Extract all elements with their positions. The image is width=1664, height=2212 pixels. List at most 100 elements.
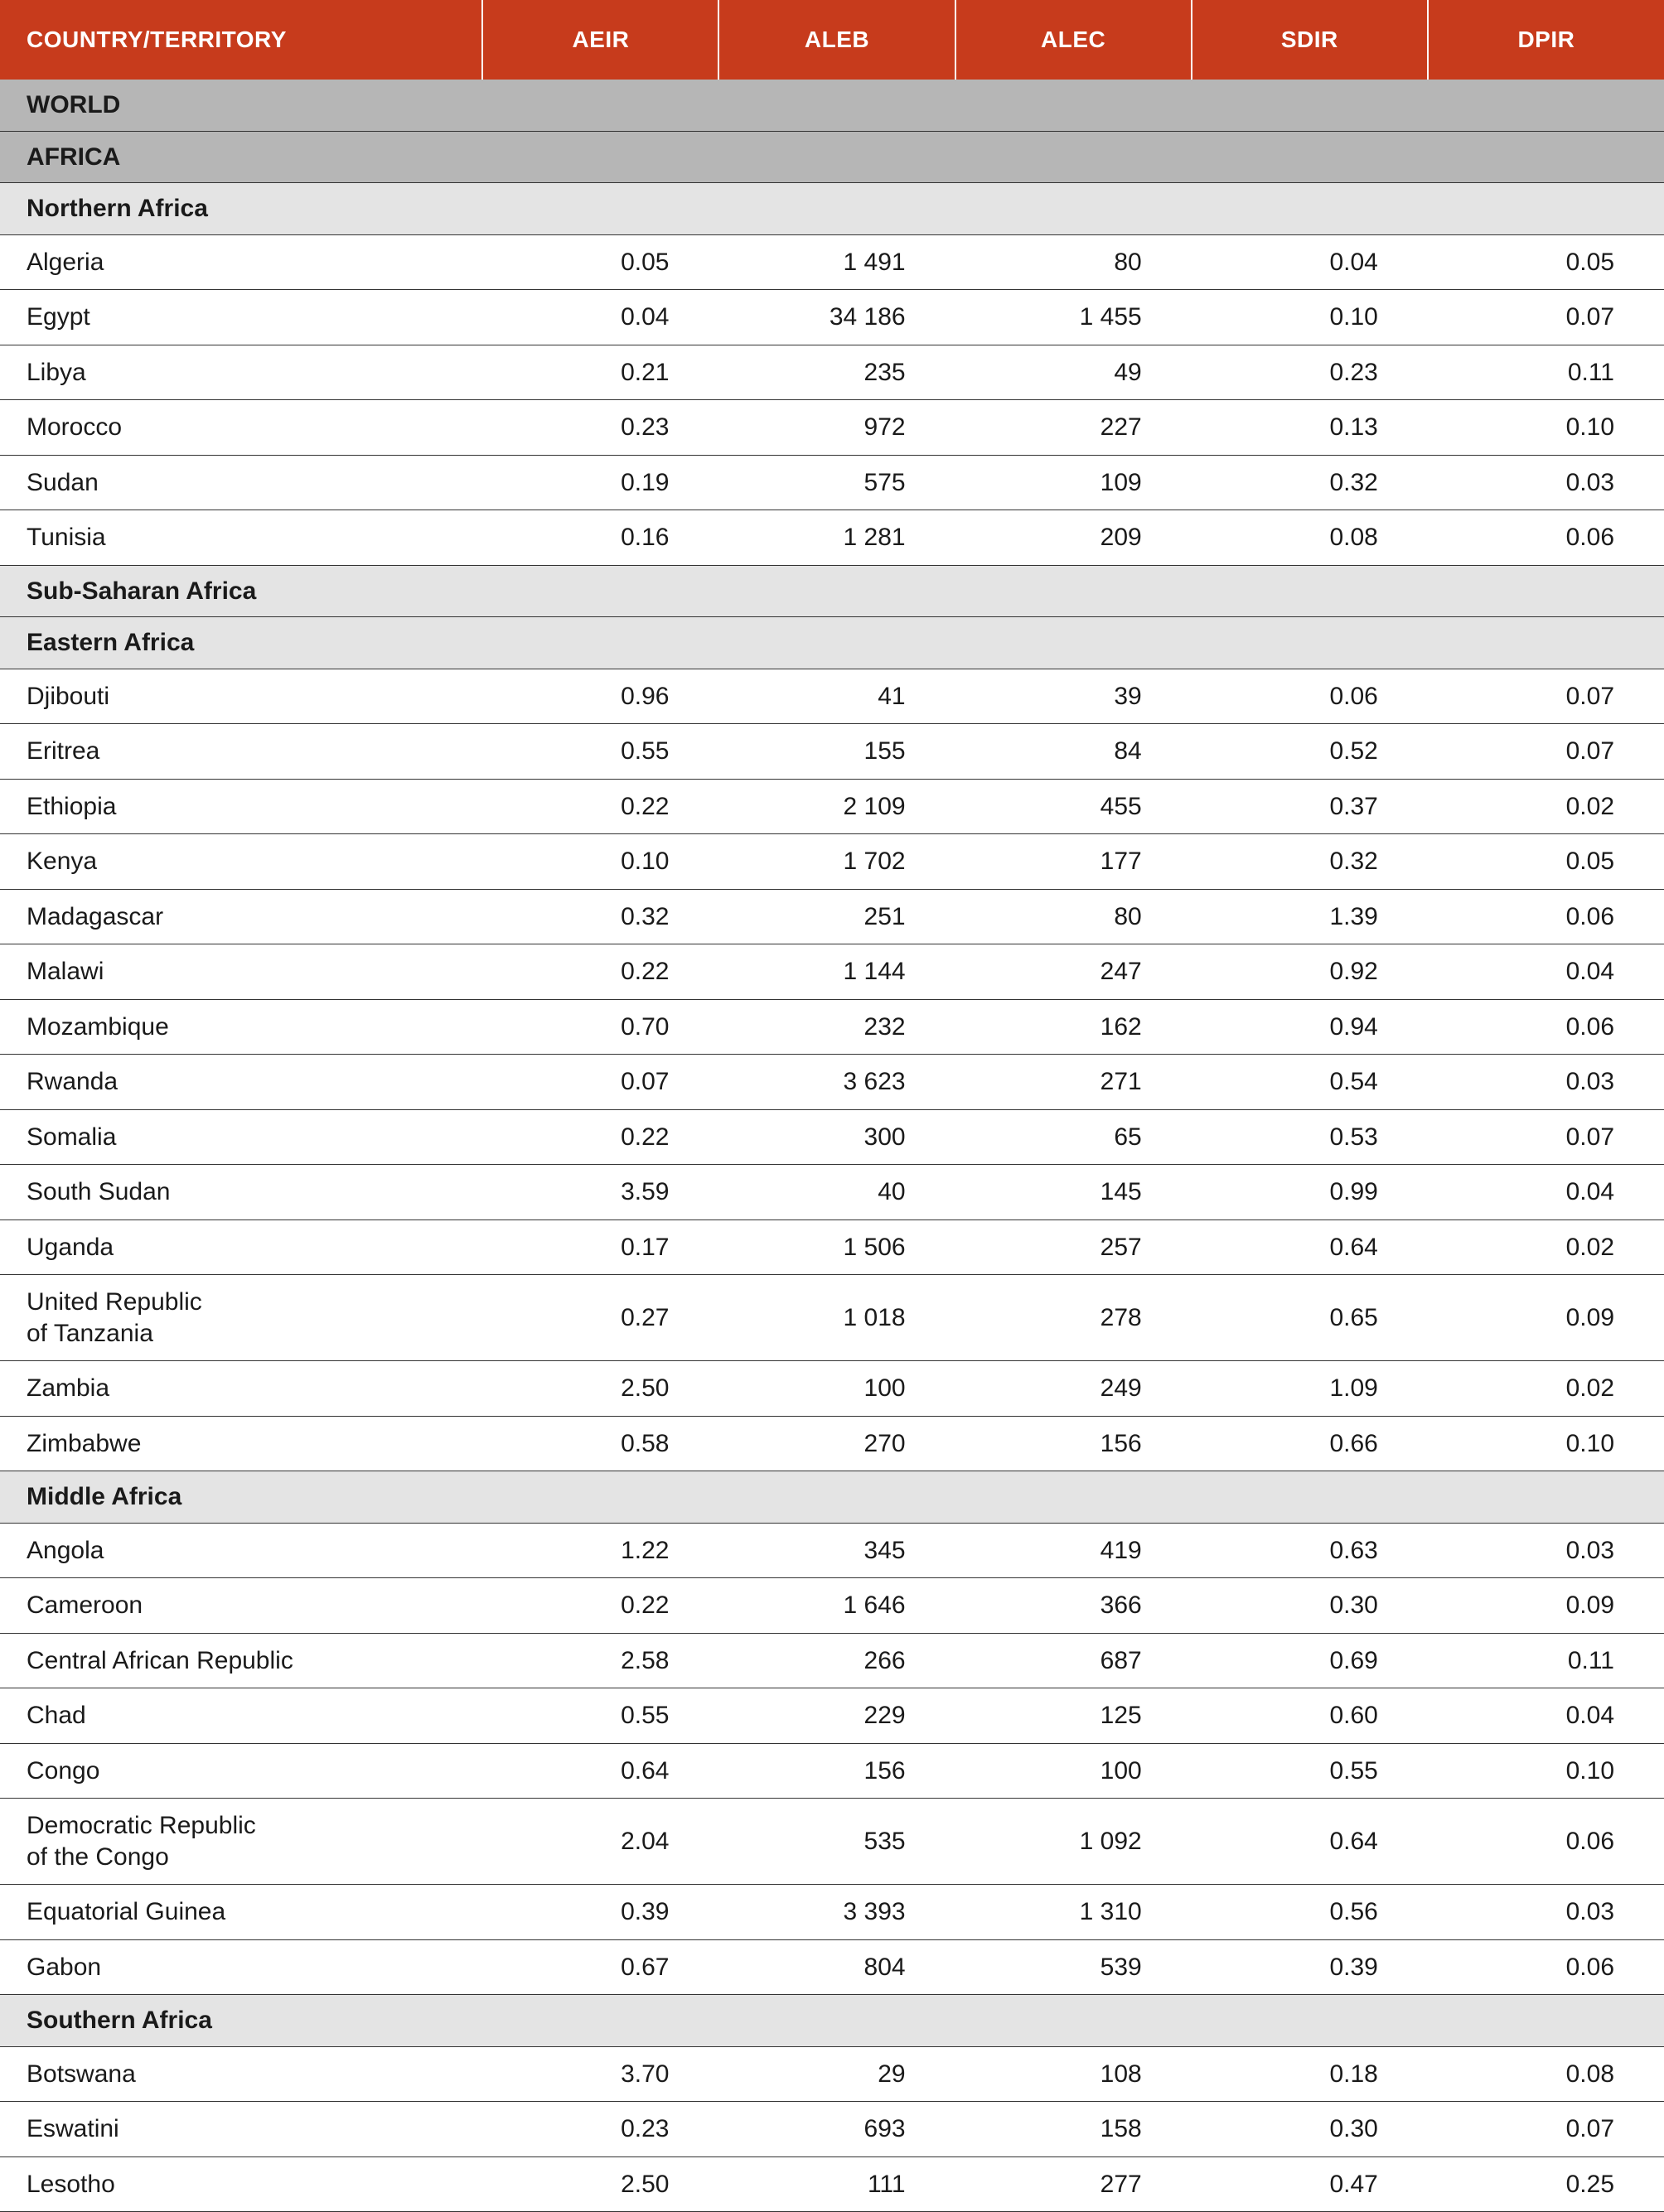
cell-sdir: 0.65	[1192, 1275, 1428, 1361]
cell-aleb	[718, 80, 955, 131]
cell-sdir: 0.52	[1192, 724, 1428, 780]
country-cell: Chad	[0, 1688, 482, 1744]
cell-aeir	[482, 183, 718, 235]
table-body: WORLDAFRICANorthern AfricaAlgeria0.051 4…	[0, 80, 1664, 2212]
cell-aleb: 41	[718, 669, 955, 724]
cell-aeir: 0.70	[482, 999, 718, 1055]
cell-alec: 84	[955, 724, 1192, 780]
cell-dpir: 0.10	[1428, 400, 1664, 456]
cell-aeir: 0.27	[482, 1275, 718, 1361]
cell-alec	[955, 1995, 1192, 2047]
table-row: Equatorial Guinea0.393 3931 3100.560.03	[0, 1885, 1664, 1940]
cell-aeir: 0.22	[482, 1109, 718, 1165]
cell-dpir: 0.04	[1428, 944, 1664, 1000]
cell-aleb	[718, 183, 955, 235]
cell-dpir	[1428, 80, 1664, 131]
country-cell: Central African Republic	[0, 1633, 482, 1688]
cell-dpir: 0.07	[1428, 290, 1664, 345]
country-cell: Morocco	[0, 400, 482, 456]
cell-dpir	[1428, 565, 1664, 617]
table-row: Madagascar0.32251801.390.06	[0, 889, 1664, 944]
table-row: Kenya0.101 7021770.320.05	[0, 834, 1664, 890]
cell-sdir: 0.63	[1192, 1523, 1428, 1578]
cell-alec: 366	[955, 1578, 1192, 1634]
cell-dpir: 0.02	[1428, 1219, 1664, 1275]
cell-sdir	[1192, 617, 1428, 669]
country-cell: Somalia	[0, 1109, 482, 1165]
cell-aleb: 111	[718, 2156, 955, 2212]
cell-aleb: 1 281	[718, 510, 955, 566]
cell-alec: 455	[955, 779, 1192, 834]
cell-sdir: 0.18	[1192, 2046, 1428, 2102]
table-row: Central African Republic2.582666870.690.…	[0, 1633, 1664, 1688]
table-row: Congo0.641561000.550.10	[0, 1743, 1664, 1799]
cell-dpir: 0.06	[1428, 999, 1664, 1055]
cell-sdir: 0.30	[1192, 2102, 1428, 2157]
cell-sdir: 0.69	[1192, 1633, 1428, 1688]
country-cell: Egypt	[0, 290, 482, 345]
cell-aeir: 0.96	[482, 669, 718, 724]
country-cell: Mozambique	[0, 999, 482, 1055]
cell-alec: 108	[955, 2046, 1192, 2102]
cell-aleb: 300	[718, 1109, 955, 1165]
country-cell: South Sudan	[0, 1165, 482, 1220]
cell-aleb: 1 144	[718, 944, 955, 1000]
cell-dpir: 0.03	[1428, 1523, 1664, 1578]
country-cell: Tunisia	[0, 510, 482, 566]
region-row: AFRICA	[0, 131, 1664, 183]
table-row: Ethiopia0.222 1094550.370.02	[0, 779, 1664, 834]
country-cell: Algeria	[0, 234, 482, 290]
cell-sdir	[1192, 565, 1428, 617]
cell-alec: 277	[955, 2156, 1192, 2212]
cell-aleb	[718, 565, 955, 617]
table-row: United Republicof Tanzania0.271 0182780.…	[0, 1275, 1664, 1361]
col-dpir: DPIR	[1428, 0, 1664, 80]
region-row: Sub-Saharan Africa	[0, 565, 1664, 617]
cell-dpir: 0.02	[1428, 1361, 1664, 1417]
cell-alec: 1 310	[955, 1885, 1192, 1940]
cell-aleb: 229	[718, 1688, 955, 1744]
cell-alec: 145	[955, 1165, 1192, 1220]
cell-alec: 65	[955, 1109, 1192, 1165]
table-row: Libya0.21235490.230.11	[0, 345, 1664, 400]
cell-sdir: 0.06	[1192, 669, 1428, 724]
table-row: Chad0.552291250.600.04	[0, 1688, 1664, 1744]
region-row: Southern Africa	[0, 1995, 1664, 2047]
cell-aleb	[718, 1995, 955, 2047]
table-row: Mozambique0.702321620.940.06	[0, 999, 1664, 1055]
country-cell: Ethiopia	[0, 779, 482, 834]
cell-aeir: 1.22	[482, 1523, 718, 1578]
cell-dpir: 0.10	[1428, 1743, 1664, 1799]
region-row: Eastern Africa	[0, 617, 1664, 669]
cell-dpir: 0.09	[1428, 1275, 1664, 1361]
country-cell: Democratic Republicof the Congo	[0, 1799, 482, 1885]
cell-aeir: 0.16	[482, 510, 718, 566]
cell-aeir: 2.04	[482, 1799, 718, 1885]
cell-dpir: 0.07	[1428, 2102, 1664, 2157]
cell-aleb: 345	[718, 1523, 955, 1578]
cell-sdir	[1192, 131, 1428, 183]
cell-dpir: 0.07	[1428, 1109, 1664, 1165]
cell-alec: 39	[955, 669, 1192, 724]
cell-dpir: 0.06	[1428, 1939, 1664, 1995]
cell-sdir: 1.39	[1192, 889, 1428, 944]
cell-sdir: 0.10	[1192, 290, 1428, 345]
cell-aleb: 972	[718, 400, 955, 456]
cell-aeir	[482, 1471, 718, 1524]
cell-alec: 109	[955, 455, 1192, 510]
cell-aleb: 3 393	[718, 1885, 955, 1940]
cell-alec	[955, 1471, 1192, 1524]
cell-aleb	[718, 1471, 955, 1524]
cell-aleb: 100	[718, 1361, 955, 1417]
cell-aleb: 804	[718, 1939, 955, 1995]
cell-aleb: 235	[718, 345, 955, 400]
cell-sdir: 0.30	[1192, 1578, 1428, 1634]
table-row: Lesotho2.501112770.470.25	[0, 2156, 1664, 2212]
table-row: Algeria0.051 491800.040.05	[0, 234, 1664, 290]
cell-aleb: 251	[718, 889, 955, 944]
cell-aeir	[482, 1995, 718, 2047]
cell-aeir	[482, 131, 718, 183]
country-cell: Djibouti	[0, 669, 482, 724]
cell-aleb: 266	[718, 1633, 955, 1688]
country-cell: Eritrea	[0, 724, 482, 780]
